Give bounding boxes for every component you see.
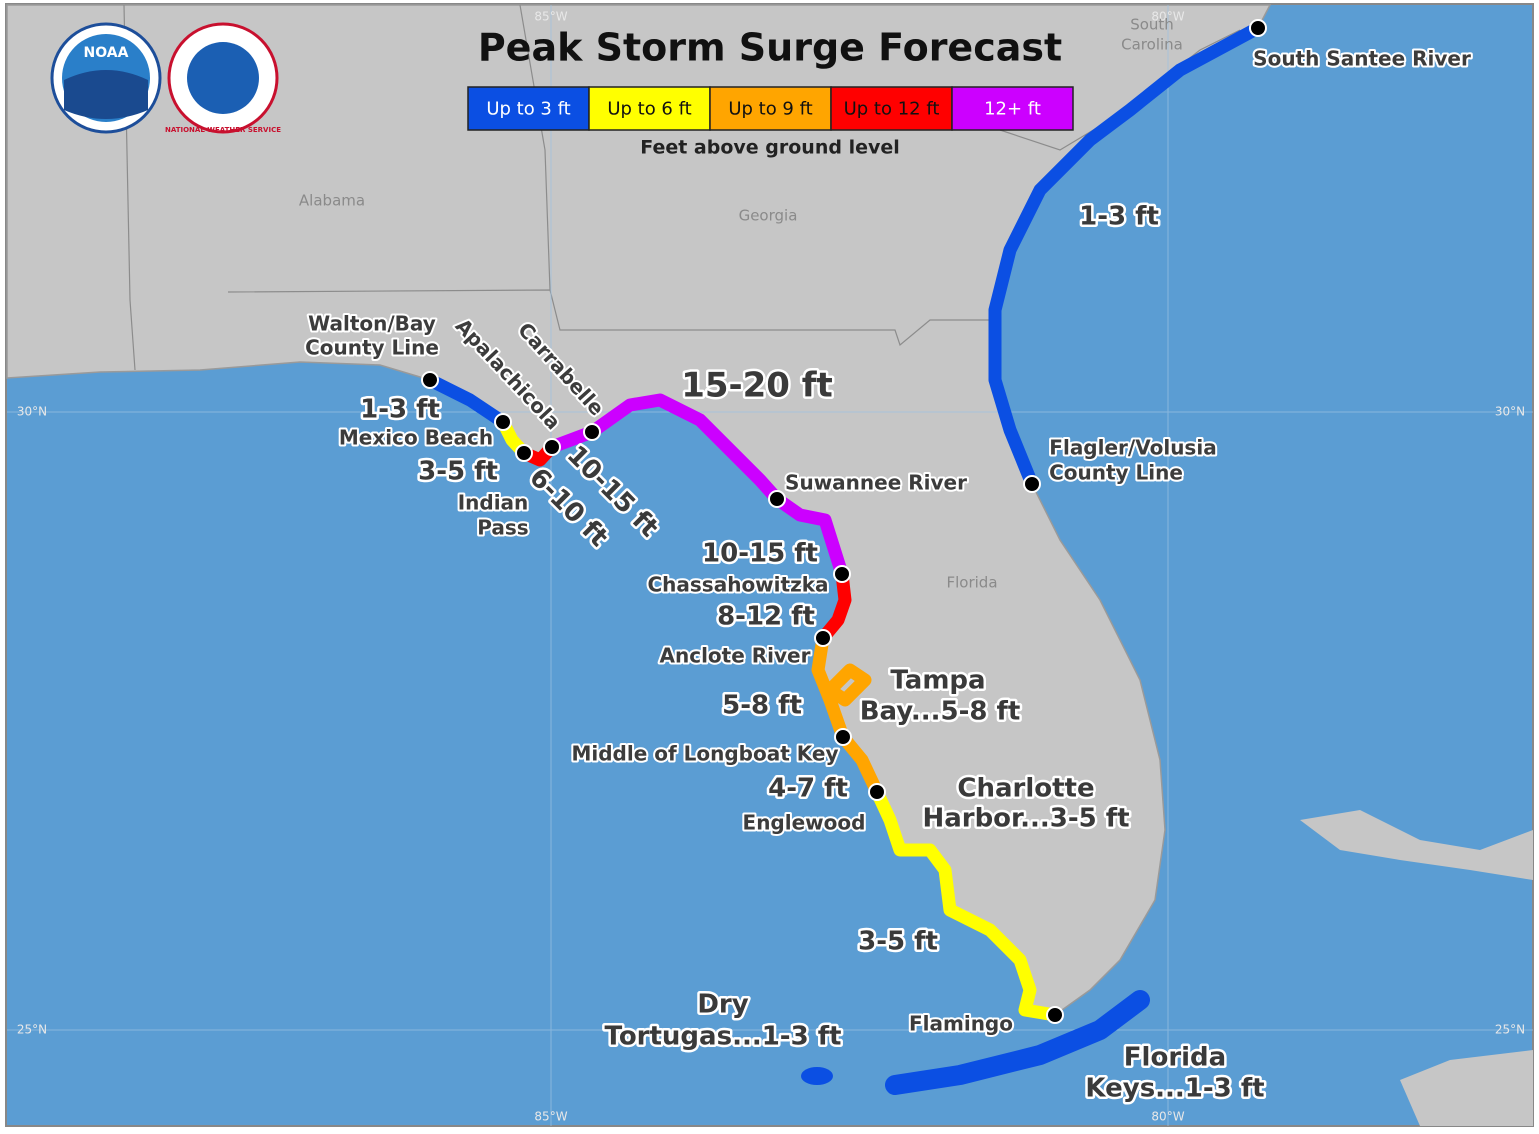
surge-label: 4-7 ft xyxy=(768,774,848,804)
surge-label: Bay...5-8 ft xyxy=(860,697,1021,727)
location-label: Suwannee River xyxy=(785,471,967,495)
location-label: Flamingo xyxy=(909,1012,1013,1036)
location-label: Pass xyxy=(477,516,528,540)
surge-label: 15-20 ft xyxy=(681,366,833,406)
location-label: Englewood xyxy=(743,811,866,835)
location-label: Walton/Bay xyxy=(308,312,436,336)
grid-label: 85°W xyxy=(534,10,567,24)
surge-label: Charlotte xyxy=(957,774,1094,804)
state-label: Alabama xyxy=(299,192,365,210)
surge-segment xyxy=(811,631,872,744)
legend: Up to 3 ft Up to 6 ft Up to 9 ft Up to 12 f… xyxy=(467,86,1074,131)
surge-label: Florida xyxy=(1124,1043,1226,1073)
logo-text: NATIONAL WEATHER SERVICE xyxy=(165,126,281,134)
surge-segment xyxy=(870,785,1062,1022)
surge-label: Tampa xyxy=(890,666,985,696)
state-label: South xyxy=(1130,16,1174,34)
location-label: Middle of Longboat Key xyxy=(571,742,838,766)
location-label: Anclote River xyxy=(660,644,811,668)
legend-caption: Feet above ground level xyxy=(640,137,900,159)
cuba xyxy=(1400,1050,1533,1126)
legend-label: Up to 12 ft xyxy=(844,99,940,120)
surge-label: Tortugas...1-3 ft xyxy=(605,1022,842,1052)
state-label: Georgia xyxy=(739,207,798,225)
location-label: County Line xyxy=(305,336,439,360)
graticule xyxy=(7,5,1533,1126)
state-label: Florida xyxy=(946,574,997,592)
surge-label: 8-12 ft xyxy=(717,602,815,632)
surge-segment xyxy=(988,21,1265,491)
legend-label: Up to 9 ft xyxy=(728,99,812,120)
legend-swatch xyxy=(467,86,590,131)
forecast-points xyxy=(421,19,1267,1024)
surge-label: 1-3 ft xyxy=(1079,202,1159,232)
surge-segment xyxy=(885,990,1150,1095)
legend-swatch xyxy=(830,86,953,131)
location-label: South Santee River xyxy=(1253,47,1471,71)
legend-label: 12+ ft xyxy=(984,99,1041,120)
noaa-logo: NOAA xyxy=(50,22,162,134)
map-title: Peak Storm Surge Forecast xyxy=(478,26,1062,70)
grid-label: 80°W xyxy=(1151,10,1184,24)
surge-area xyxy=(801,1067,833,1085)
legend-swatch xyxy=(588,86,711,131)
legend-label: Up to 6 ft xyxy=(607,99,691,120)
grid-label: 30°N xyxy=(17,405,47,419)
surge-label: 10-15 ft xyxy=(702,539,818,569)
surge-label: 5-8 ft xyxy=(722,691,802,721)
surge-segment xyxy=(836,730,884,799)
surge-label: Harbor...3-5 ft xyxy=(922,804,1129,834)
legend-swatch xyxy=(951,86,1074,131)
surge-label: 3-5 ft xyxy=(418,457,498,487)
state-label: Carolina xyxy=(1121,36,1183,54)
surge-label: Keys...1-3 ft xyxy=(1085,1074,1264,1104)
surge-label: 1-3 ft xyxy=(360,395,440,425)
location-label: Mexico Beach xyxy=(339,426,493,450)
location-label: Flagler/Volusia xyxy=(1049,436,1216,460)
surge-segment xyxy=(816,567,852,645)
location-label: County Line xyxy=(1049,461,1183,485)
surge-segment xyxy=(545,393,849,581)
surge-segment xyxy=(423,373,510,429)
grid-label: 25°N xyxy=(17,1023,47,1037)
grid-label: 80°W xyxy=(1151,1110,1184,1124)
grid-label: 25°N xyxy=(1495,1023,1525,1037)
surge-label: Dry xyxy=(697,990,748,1020)
location-label: Indian xyxy=(458,491,529,515)
nws-logo: NATIONAL WEATHER SERVICE xyxy=(165,22,281,134)
legend-label: Up to 3 ft xyxy=(486,99,570,120)
location-label: Chassahowitzka xyxy=(647,573,828,597)
surge-label: 3-5 ft xyxy=(858,927,938,957)
grid-label: 30°N xyxy=(1495,405,1525,419)
bahamas xyxy=(1300,810,1533,880)
logo-text: NOAA xyxy=(84,45,129,61)
grid-label: 85°W xyxy=(534,1110,567,1124)
